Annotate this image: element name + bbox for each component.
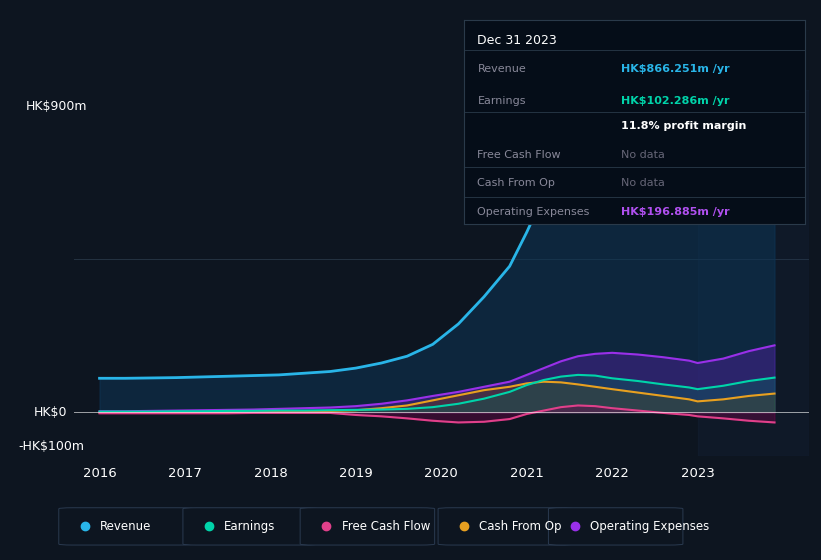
Text: HK$866.251m /yr: HK$866.251m /yr bbox=[621, 64, 729, 74]
Text: No data: No data bbox=[621, 178, 664, 188]
FancyBboxPatch shape bbox=[548, 508, 683, 545]
FancyBboxPatch shape bbox=[59, 508, 193, 545]
FancyBboxPatch shape bbox=[300, 508, 434, 545]
Text: Revenue: Revenue bbox=[100, 520, 152, 533]
Text: No data: No data bbox=[621, 150, 664, 160]
Text: 11.8% profit margin: 11.8% profit margin bbox=[621, 121, 746, 131]
Text: HK$196.885m /yr: HK$196.885m /yr bbox=[621, 207, 729, 217]
Text: Revenue: Revenue bbox=[478, 64, 526, 74]
Text: Operating Expenses: Operating Expenses bbox=[589, 520, 709, 533]
Text: -HK$100m: -HK$100m bbox=[19, 440, 85, 452]
Text: Free Cash Flow: Free Cash Flow bbox=[342, 520, 430, 533]
Text: Earnings: Earnings bbox=[478, 96, 526, 106]
Bar bbox=[698, 90, 809, 456]
Text: Cash From Op: Cash From Op bbox=[478, 178, 555, 188]
Text: HK$0: HK$0 bbox=[34, 406, 67, 419]
FancyBboxPatch shape bbox=[183, 508, 318, 545]
Text: Cash From Op: Cash From Op bbox=[479, 520, 562, 533]
Text: Earnings: Earnings bbox=[224, 520, 276, 533]
Text: Free Cash Flow: Free Cash Flow bbox=[478, 150, 561, 160]
Text: HK$900m: HK$900m bbox=[26, 100, 88, 113]
FancyBboxPatch shape bbox=[438, 508, 572, 545]
Text: Operating Expenses: Operating Expenses bbox=[478, 207, 589, 217]
Text: Dec 31 2023: Dec 31 2023 bbox=[478, 34, 557, 46]
Text: HK$102.286m /yr: HK$102.286m /yr bbox=[621, 96, 729, 106]
